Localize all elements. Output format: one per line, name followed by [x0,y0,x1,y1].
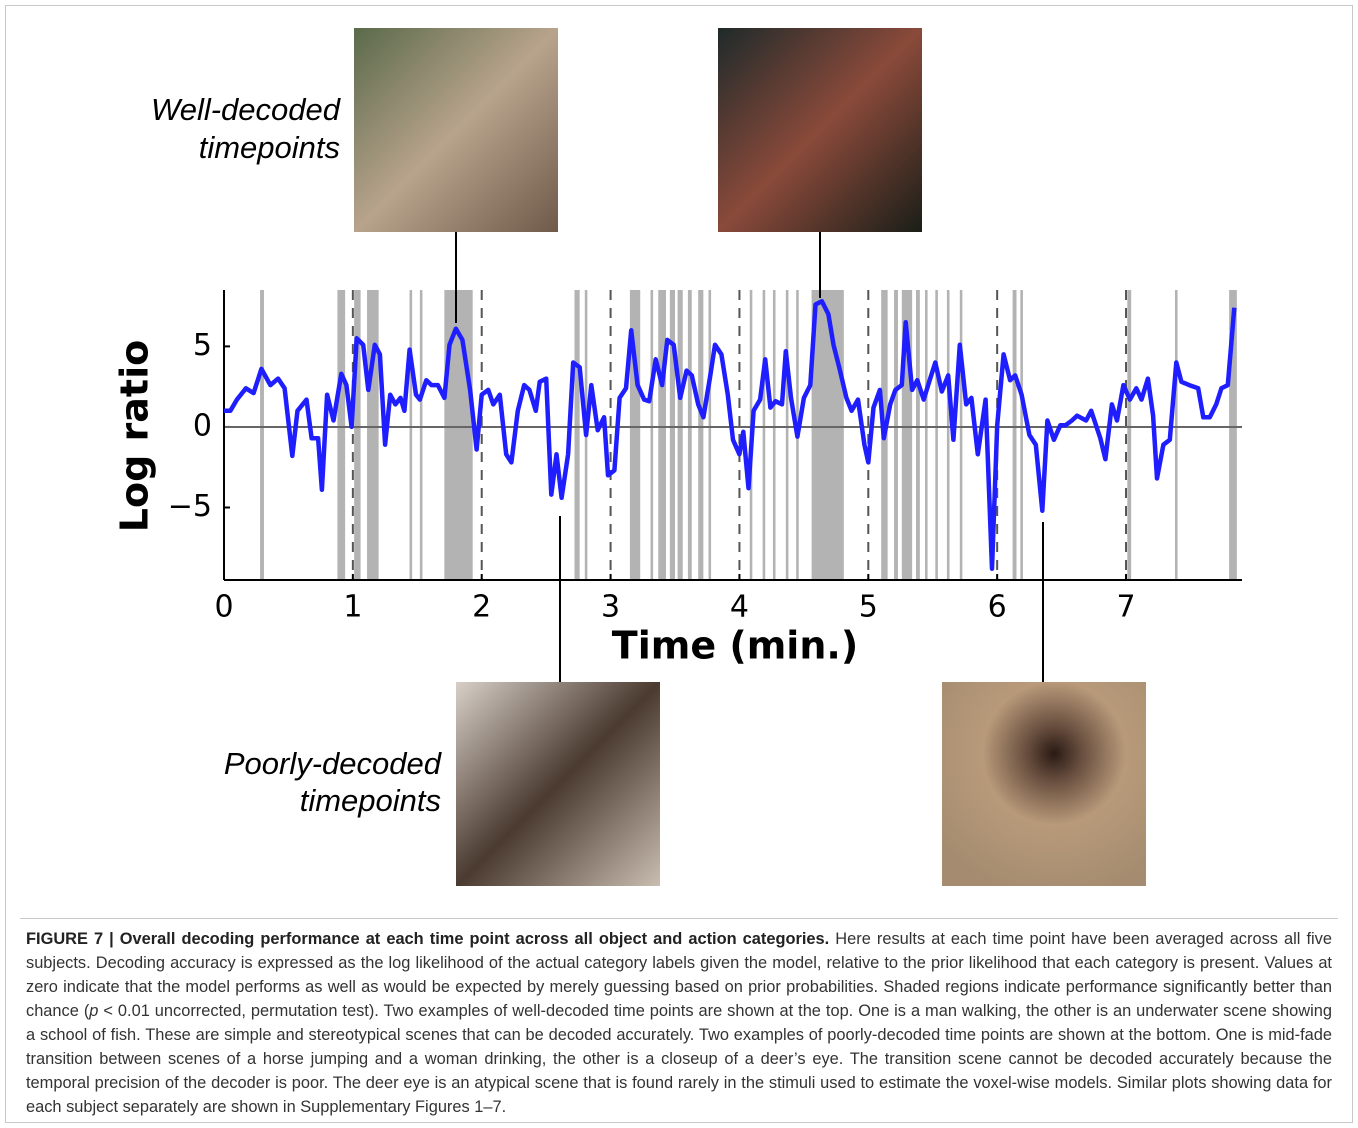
figure: 0 1 2 3 4 5 6 7 −5 0 5 Well-decoded timepoints Poo… [113,28,1242,886]
significant-region [677,290,683,580]
photo-man-walking [354,28,558,232]
bottom-label: Poorly-decoded [224,746,443,781]
x-tick-label: 0 [214,590,233,625]
callout-lines [455,232,1044,682]
significant-region [901,290,913,580]
significant-region [669,290,676,580]
x-tick-label: 6 [988,590,1007,625]
significant-region [1229,290,1237,580]
significant-region [762,290,766,580]
top-label: Well-decoded [151,92,342,127]
y-tick-label: 0 [193,408,212,443]
x-tick-label: 5 [859,590,878,625]
caption-text: < 0.01 uncorrected, permutation test). T… [26,1002,1332,1116]
significant-region [658,290,666,580]
significant-region [959,290,963,580]
significant-region [444,290,473,580]
y-tick-label: −5 [168,489,212,524]
x-tick-label: 3 [601,590,620,625]
significant-region [1127,290,1132,580]
significant-region [260,290,264,580]
caption-text: p [89,1002,99,1020]
significant-region [1020,290,1023,580]
significant-region [354,290,361,580]
caption-label: FIGURE 7 | Overall decoding performance … [26,930,830,948]
x-tick-label: 4 [730,590,749,625]
photo-fish [718,28,922,232]
significant-region [409,290,413,580]
significant-region [1012,290,1017,580]
significant-region [1174,290,1178,580]
significant-region [785,290,789,580]
significant-region [629,290,641,580]
significant-region [935,290,938,580]
significant-region [687,290,692,580]
significant-region [811,290,844,580]
caption: FIGURE 7 | Overall decoding performance … [20,918,1338,1116]
significant-region [419,290,423,580]
bottom-label: timepoints [300,783,441,818]
significant-region [894,290,898,580]
significant-region [367,290,379,580]
data-line [224,299,1237,571]
y-axis-label: Log ratio [113,340,157,532]
significant-region [337,290,346,580]
significant-region [915,290,920,580]
significant-region [650,290,654,580]
caption-text: Here results at each time point have bee… [26,930,1332,1020]
figure-frame [5,5,1353,1123]
x-tick-label: 7 [1116,590,1135,625]
y-tick-label: 5 [193,328,212,363]
significant-region [698,290,704,580]
x-tick-label: 2 [472,590,491,625]
significant-region [708,290,712,580]
plot: 0 1 2 3 4 5 6 7 −5 0 5 [168,290,1242,625]
significant-region [772,290,776,580]
significant-region [925,290,928,580]
top-label: timepoints [199,130,340,165]
x-axis-label: Time (min.) [612,624,858,668]
photo-horse-fade [456,682,660,886]
x-tick-label: 1 [343,590,362,625]
significant-region [574,290,580,580]
significant-region [946,290,950,580]
photo-deer-eye [942,682,1146,886]
